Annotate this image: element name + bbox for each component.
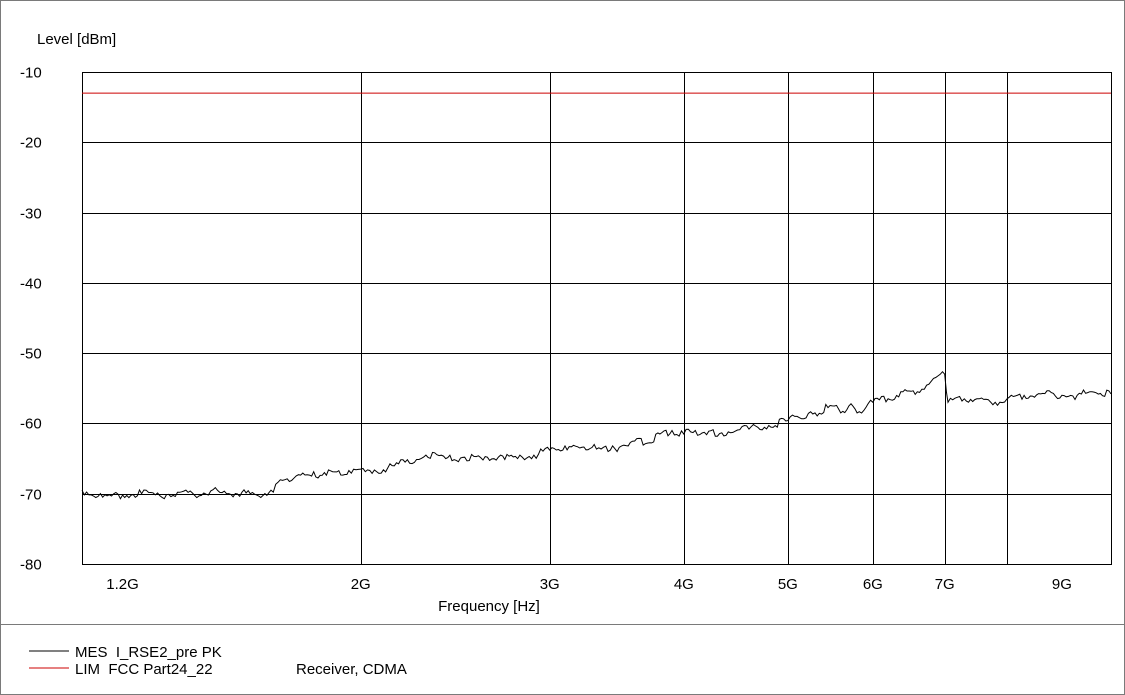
x-tick-label: 3G (540, 576, 560, 593)
legend-note-lim: Receiver, CDMA (296, 661, 407, 678)
y-tick-label: -70 (20, 487, 42, 504)
y-tick-label: -40 (20, 276, 42, 293)
x-tick-label: 4G (674, 576, 694, 593)
x-tick-label: 1.2G (106, 576, 139, 593)
x-tick-label: 9G (1052, 576, 1072, 593)
y-tick-label: -30 (20, 206, 42, 223)
y-tick-label: -50 (20, 346, 42, 363)
y-tick-label: -80 (20, 557, 42, 574)
x-tick-label: 2G (351, 576, 371, 593)
y-tick-label: -20 (20, 135, 42, 152)
x-tick-label: 5G (778, 576, 798, 593)
y-axis-label: Level [dBm] (37, 31, 116, 48)
y-tick-label: -10 (20, 65, 42, 82)
legend-label-lim: LIM FCC Part24_22 (75, 661, 213, 678)
x-axis-label: Frequency [Hz] (438, 598, 540, 615)
legend: MES I_RSE2_pre PK LIM FCC Part24_22 Rece… (29, 644, 407, 678)
x-tick-label: 6G (863, 576, 883, 593)
y-tick-label: -60 (20, 416, 42, 433)
plot-area: -10 -20 -30 -40 -50 -60 -70 -80 1.2G 2G 3G 4G 5G 6G 7G… (20, 65, 1112, 593)
series-mes-line (81, 370, 1112, 500)
plot-border (82, 72, 1112, 565)
legend-label-mes: MES I_RSE2_pre PK (75, 644, 222, 661)
x-tick-label: 7G (935, 576, 955, 593)
